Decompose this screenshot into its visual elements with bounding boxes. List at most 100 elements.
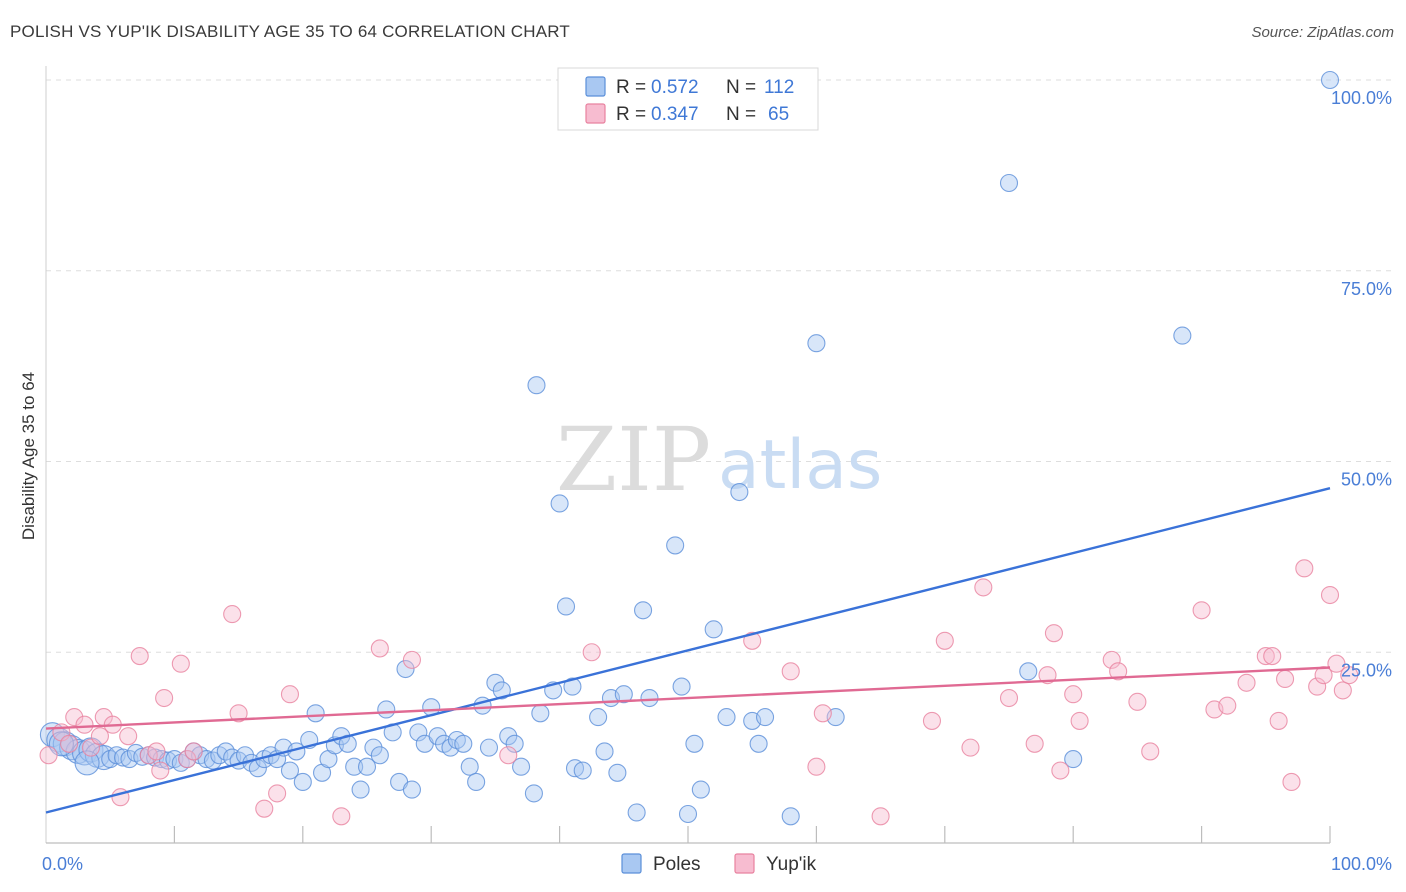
- point-yupik: [922, 711, 942, 730]
- point-yupik: [119, 727, 138, 746]
- point-yupik: [1038, 666, 1057, 685]
- point-poles: [364, 738, 383, 757]
- point-poles: [306, 704, 325, 723]
- point-yupik: [268, 784, 287, 803]
- correlation-legend: R = 0.572 N = 112 R = 0.347 N = 65: [557, 67, 819, 131]
- point-poles: [556, 597, 576, 616]
- point-yupik: [147, 742, 166, 761]
- legend-swatch-yupik: [585, 103, 606, 124]
- point-poles: [678, 804, 698, 824]
- point-poles: [492, 681, 511, 700]
- point-yupik: [332, 807, 351, 826]
- watermark-zip: ZIP: [556, 408, 711, 511]
- point-yupik: [1340, 666, 1359, 685]
- chart-title: POLISH VS YUP'IK DISABILITY AGE 35 TO 64…: [10, 22, 570, 41]
- point-yupik: [184, 742, 203, 761]
- point-yupik: [1320, 585, 1340, 605]
- point-yupik: [1256, 647, 1275, 666]
- point-yupik: [151, 761, 170, 780]
- point-poles: [749, 734, 768, 753]
- point-yupik: [1218, 696, 1237, 715]
- point-yupik: [280, 685, 300, 704]
- point-yupik: [499, 746, 518, 765]
- point-poles: [409, 723, 428, 742]
- point-poles: [1320, 70, 1340, 90]
- point-poles: [454, 734, 473, 753]
- y-tick-label: 50.0%: [1341, 470, 1392, 490]
- point-poles: [634, 601, 653, 620]
- point-yupik: [65, 708, 84, 727]
- bottom-legend-swatch-poles: [621, 853, 642, 874]
- legend-r-value-poles: 0.572: [651, 77, 699, 98]
- legend-r-value-yupik: 0.347: [651, 104, 699, 125]
- point-poles: [691, 780, 710, 799]
- point-poles: [781, 807, 800, 826]
- y-tick-label: 100.0%: [1331, 88, 1392, 108]
- point-poles: [280, 761, 300, 780]
- series-legend: Poles Yup'ik: [621, 853, 817, 875]
- point-poles: [293, 772, 312, 792]
- point-poles: [74, 750, 100, 776]
- point-yupik: [1237, 673, 1256, 692]
- point-poles: [1064, 750, 1083, 769]
- point-yupik: [1128, 692, 1147, 711]
- point-poles: [524, 784, 543, 803]
- grid-lines: [46, 79, 1392, 653]
- point-yupik: [60, 734, 79, 753]
- y-tick-label: 75.0%: [1341, 279, 1392, 299]
- point-poles: [550, 494, 569, 513]
- point-yupik: [223, 605, 242, 624]
- point-yupik: [1276, 669, 1295, 689]
- point-yupik: [1070, 711, 1089, 730]
- point-poles: [467, 772, 486, 792]
- point-poles: [460, 757, 479, 776]
- point-yupik: [743, 631, 762, 650]
- point-yupik: [1109, 662, 1128, 681]
- point-poles: [807, 334, 826, 353]
- point-yupik: [75, 715, 94, 734]
- point-poles: [499, 727, 518, 746]
- bottom-legend-swatch-yupik: [734, 853, 755, 874]
- point-yupik: [39, 746, 58, 765]
- point-poles: [672, 677, 691, 696]
- point-yupik: [1327, 654, 1346, 673]
- point-yupik: [1282, 772, 1301, 792]
- point-yupik: [90, 727, 109, 746]
- legend-swatch-poles: [585, 76, 606, 97]
- trend-line-yupik: [45, 666, 1331, 730]
- point-poles: [527, 376, 546, 395]
- point-yupik: [1192, 601, 1211, 620]
- legend-r-label: R =: [616, 104, 646, 125]
- point-poles: [573, 761, 592, 780]
- point-yupik: [1064, 685, 1083, 704]
- point-poles: [614, 685, 633, 704]
- point-yupik: [961, 738, 980, 757]
- y-axis-title: Disability Age 35 to 64: [19, 372, 38, 540]
- point-yupik: [582, 643, 601, 662]
- point-poles: [595, 742, 614, 761]
- point-poles: [531, 704, 550, 723]
- point-poles: [235, 746, 255, 765]
- point-yupik: [1308, 677, 1327, 696]
- point-poles: [627, 803, 646, 822]
- trend-line-poles: [45, 487, 1331, 814]
- legend-row-poles: R = 0.572 N = 112: [585, 76, 794, 98]
- legend-n-label: N =: [726, 77, 756, 98]
- point-yupik: [171, 654, 190, 673]
- point-poles: [486, 673, 505, 692]
- point-poles: [479, 738, 499, 757]
- point-poles: [1019, 662, 1038, 681]
- legend-n-label: N =: [726, 104, 756, 125]
- point-yupik: [871, 807, 890, 826]
- y-tick-label: 25.0%: [1341, 660, 1392, 680]
- point-poles: [91, 744, 117, 771]
- point-yupik: [781, 662, 800, 681]
- legend-n-value-poles: 112: [764, 77, 794, 98]
- bottom-legend-label-poles: Poles: [653, 854, 701, 875]
- point-yupik: [1051, 761, 1070, 780]
- point-poles: [589, 708, 608, 727]
- point-poles: [402, 780, 421, 799]
- point-poles: [396, 659, 415, 679]
- point-poles: [704, 620, 723, 639]
